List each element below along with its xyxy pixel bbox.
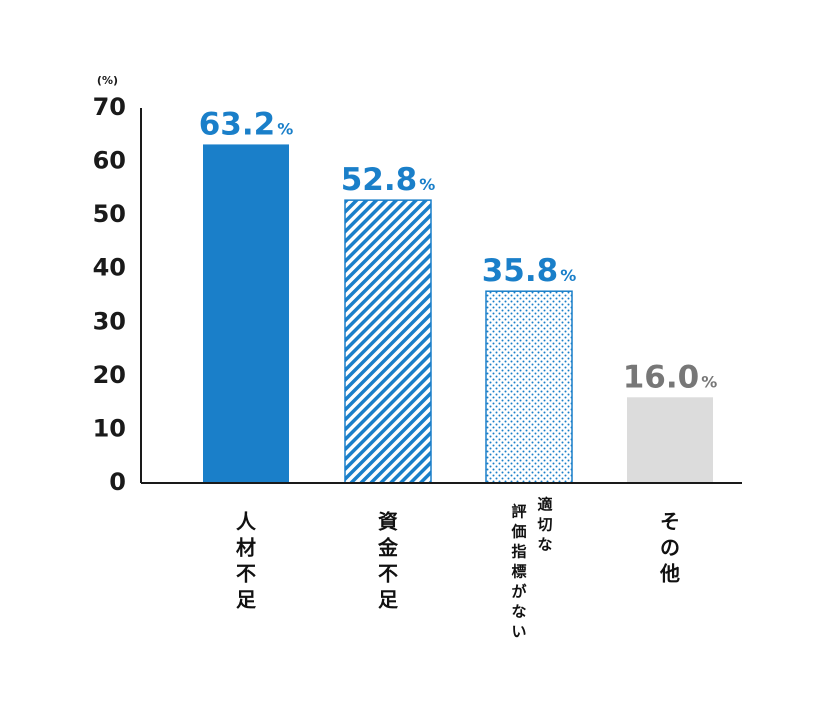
y-tick-label-70: 70 bbox=[93, 93, 126, 121]
value-percent-suffix: % bbox=[701, 372, 717, 391]
value-percent-suffix: % bbox=[277, 119, 293, 138]
value-label-1: 63.2% bbox=[199, 106, 294, 142]
value-percent-suffix: % bbox=[560, 266, 576, 285]
y-axis-ticks: 0 10 20 30 40 50 60 70 bbox=[93, 93, 126, 496]
category-label-char: 評 bbox=[511, 503, 526, 521]
category-label-char: 足 bbox=[236, 588, 257, 612]
category-label-char: 標 bbox=[511, 563, 526, 581]
category-label-char: 金 bbox=[377, 536, 399, 560]
y-tick-label-30: 30 bbox=[93, 307, 126, 335]
value-label-2: 52.8% bbox=[341, 162, 436, 198]
value-number: 52.8 bbox=[341, 162, 418, 198]
y-tick-label-20: 20 bbox=[93, 361, 126, 389]
value-number: 63.2 bbox=[199, 106, 276, 142]
category-label-char: が bbox=[511, 583, 527, 601]
category-label-char: の bbox=[660, 536, 680, 560]
category-label-char: 資 bbox=[378, 510, 398, 534]
y-axis-unit-label: (%) bbox=[97, 74, 118, 87]
y-tick-label-0: 0 bbox=[109, 468, 126, 496]
category-label-char: 適 bbox=[537, 496, 552, 514]
bar-1 bbox=[203, 144, 289, 483]
category-label-char: な bbox=[511, 603, 526, 621]
category-label-char: 不 bbox=[378, 562, 398, 586]
value-label-3: 35.8% bbox=[482, 253, 577, 289]
bar-3 bbox=[485, 290, 573, 484]
value-number: 35.8 bbox=[482, 253, 559, 289]
value-label-4: 16.0% bbox=[623, 359, 718, 395]
category-label-char: 切 bbox=[537, 516, 552, 534]
bar-2 bbox=[344, 199, 432, 484]
value-number: 16.0 bbox=[623, 359, 700, 395]
y-tick-label-60: 60 bbox=[93, 147, 126, 175]
y-tick-label-50: 50 bbox=[93, 200, 126, 228]
y-tick-label-40: 40 bbox=[93, 254, 126, 282]
value-percent-suffix: % bbox=[419, 175, 435, 194]
bar-4 bbox=[627, 397, 713, 483]
category-label-char: な bbox=[537, 536, 552, 554]
category-label-char: い bbox=[511, 623, 526, 641]
category-label-char: そ bbox=[660, 510, 680, 534]
category-label-char: 材 bbox=[236, 536, 256, 560]
category-label-char: 人 bbox=[236, 510, 257, 534]
bars bbox=[203, 144, 713, 484]
y-tick-label-10: 10 bbox=[93, 414, 126, 442]
value-labels: 63.2 %52.8 %35.8 %16.0% bbox=[199, 106, 718, 395]
category-label-char: 足 bbox=[378, 588, 399, 612]
category-label-char: 指 bbox=[511, 543, 526, 561]
category-label-char: 不 bbox=[236, 562, 256, 586]
category-label-char: 価 bbox=[510, 523, 526, 541]
category-label-char: 他 bbox=[659, 562, 680, 586]
